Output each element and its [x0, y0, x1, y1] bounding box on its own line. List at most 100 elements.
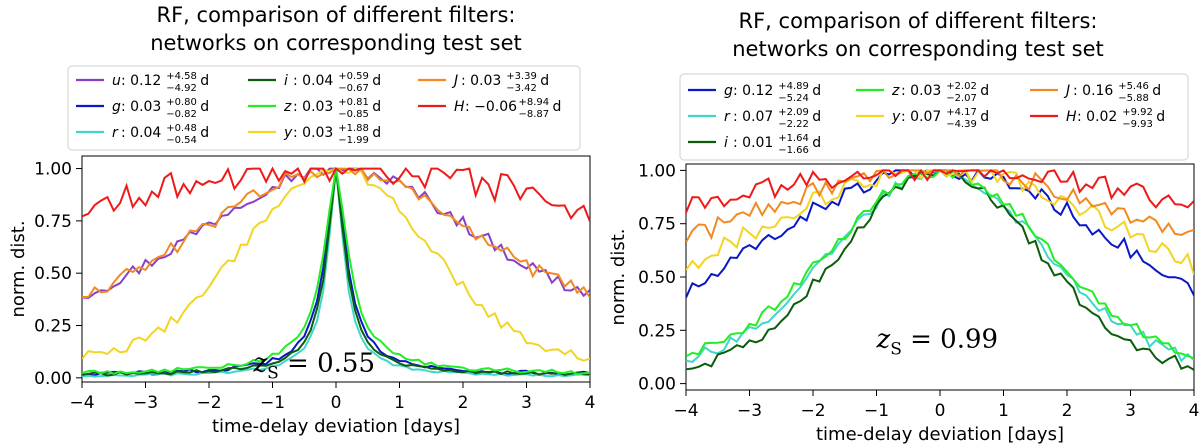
- legend-filter-name: g: [112, 99, 121, 115]
- x-tick-label: −1: [864, 401, 889, 421]
- y-tick-label: 0.25: [34, 317, 72, 337]
- legend-lower-error: −8.87: [519, 109, 550, 120]
- legend-value: : 0.03: [901, 83, 941, 99]
- legend-value: : 0.03: [293, 125, 333, 141]
- legend-upper-error: +4.58: [166, 71, 197, 82]
- legend-lower-error: −5.24: [778, 93, 809, 104]
- legend-upper-error: +2.09: [778, 107, 809, 118]
- legend-unit: d: [812, 109, 821, 125]
- legend-upper-error: +3.39: [506, 71, 537, 82]
- legend-filter-name: z: [891, 83, 900, 99]
- x-tick-label: 1: [998, 401, 1009, 421]
- redshift-annotation: zS = 0.55: [252, 349, 375, 384]
- legend-value: : 0.04: [121, 125, 161, 141]
- legend-lower-error: −0.85: [338, 109, 369, 120]
- legend-lower-error: −2.07: [946, 93, 977, 104]
- legend-value: : 0.03: [293, 99, 333, 115]
- legend: g: 0.12 +4.89−5.24 d z: 0.03 +2.02−2.07 d J: 0…: [679, 73, 1189, 161]
- legend-unit: d: [372, 99, 381, 115]
- legend-lower-error: −1.99: [338, 135, 369, 146]
- x-tick-label: 0: [331, 393, 342, 413]
- legend-upper-error: +4.17: [946, 107, 977, 118]
- series-line-H: [686, 168, 1194, 214]
- chart-1: RF, comparison of different filters: netw…: [8, 3, 595, 437]
- legend-lower-error: −4.92: [166, 83, 197, 94]
- legend-upper-error: +1.64: [778, 133, 809, 144]
- legend-upper-error: +0.59: [338, 71, 369, 82]
- y-tick-label: 0.25: [638, 321, 676, 341]
- legend-upper-error: +9.92: [1122, 107, 1153, 118]
- legend-item-g: g: 0.03 +0.80−0.82 d: [76, 97, 209, 120]
- legend: u: 0.12 +4.58−4.92 d i: 0.04 +0.59−0.67 d J: 0…: [67, 65, 581, 151]
- legend-unit: d: [372, 125, 381, 141]
- x-tick-label: 2: [1062, 401, 1073, 421]
- legend-unit: d: [1152, 83, 1161, 99]
- x-tick-label: 3: [1125, 401, 1136, 421]
- chart-title-line: networks on corresponding test set: [150, 31, 522, 55]
- legend-unit: d: [980, 83, 989, 99]
- legend-unit: d: [1156, 109, 1165, 125]
- x-tick-label: 3: [521, 393, 532, 413]
- legend-value: : 0.04: [293, 73, 333, 89]
- y-tick-label: 0.50: [638, 268, 676, 288]
- legend-lower-error: −2.22: [778, 119, 809, 130]
- legend-lower-error: −9.93: [1122, 119, 1153, 130]
- legend-upper-error: +1.88: [338, 123, 369, 134]
- x-tick-label: 2: [458, 393, 469, 413]
- legend-filter-name: y: [891, 109, 901, 125]
- chart-title-line: RF, comparison of different filters:: [739, 9, 1098, 33]
- legend-lower-error: −0.82: [166, 109, 197, 120]
- y-tick-label: 0.00: [34, 369, 72, 389]
- legend-value: : 0.03: [461, 73, 501, 89]
- legend-box: [679, 73, 1189, 161]
- legend-value: : 0.07: [901, 109, 941, 125]
- legend-item-H: H: 0.02 +9.92−9.93 d: [1030, 107, 1165, 130]
- chart-title-line: RF, comparison of different filters:: [157, 3, 516, 27]
- legend-value: : 0.07: [733, 109, 773, 125]
- x-tick-label: −3: [133, 393, 158, 413]
- legend-lower-error: −5.88: [1118, 93, 1149, 104]
- legend-filter-name: r: [112, 125, 119, 141]
- legend-filter-name: u: [112, 73, 121, 89]
- chart-title-line: networks on corresponding test set: [732, 37, 1104, 61]
- legend-lower-error: −4.39: [946, 119, 977, 130]
- plot-area: [81, 155, 591, 383]
- y-axis-label: norm. dist.: [608, 228, 629, 325]
- x-tick-label: −3: [737, 401, 762, 421]
- legend-value: : 0.03: [121, 99, 161, 115]
- series-line-H: [82, 166, 590, 222]
- legend-item-u: u: 0.12 +4.58−4.92 d: [76, 71, 209, 94]
- legend-upper-error: +2.02: [946, 81, 977, 92]
- legend-filter-name: y: [283, 125, 293, 141]
- legend-item-J: J: 0.16 +5.46−5.88 d: [1030, 81, 1161, 104]
- y-tick-label: 0.00: [638, 375, 676, 395]
- legend-item-r: r: 0.07 +2.09−2.22 d: [688, 107, 821, 130]
- legend-lower-error: −0.54: [166, 135, 197, 146]
- legend-upper-error: +8.94: [519, 97, 550, 108]
- x-tick-label: −2: [800, 401, 825, 421]
- legend-item-y: y: 0.03 +1.88−1.99 d: [248, 123, 381, 146]
- x-tick-label: −4: [69, 393, 94, 413]
- legend-filter-name: H: [454, 99, 465, 115]
- x-tick-label: −4: [673, 401, 698, 421]
- legend-filter-name: z: [283, 99, 292, 115]
- legend-item-z: z: 0.03 +0.81−0.85 d: [248, 97, 381, 120]
- legend-box: [67, 65, 581, 151]
- legend-filter-name: i: [284, 73, 288, 89]
- legend-unit: d: [372, 73, 381, 89]
- series-lines: [82, 166, 590, 378]
- legend-unit: d: [200, 125, 209, 141]
- legend-unit: d: [812, 83, 821, 99]
- legend-item-y: y: 0.07 +4.17−4.39 d: [856, 107, 989, 130]
- x-tick-label: 0: [935, 401, 946, 421]
- legend-value: : 0.01: [733, 135, 773, 151]
- y-tick-label: 0.75: [34, 212, 72, 232]
- legend-item-J: J: 0.03 +3.39−3.42 d: [418, 71, 549, 94]
- legend-upper-error: +0.80: [166, 97, 197, 108]
- y-axis-label: norm. dist.: [8, 220, 29, 317]
- legend-item-r: r: 0.04 +0.48−0.54 d: [76, 123, 209, 146]
- legend-unit: d: [980, 109, 989, 125]
- legend-upper-error: +0.48: [166, 123, 197, 134]
- y-tick-label: 0.75: [638, 215, 676, 235]
